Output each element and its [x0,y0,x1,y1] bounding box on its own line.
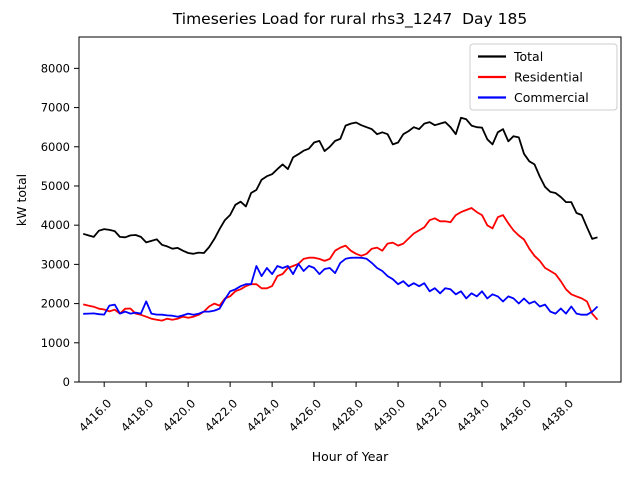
x-tick-label: 4428.0 [328,396,366,434]
x-tick-label: 4416.0 [76,396,114,434]
legend-label-total: Total [513,49,543,64]
y-tick-label: 1000 [41,336,70,350]
x-tick-label: 4418.0 [118,396,156,434]
x-tick-label: 4424.0 [244,396,282,434]
x-tick-label: 4420.0 [160,396,198,434]
y-tick-label: 4000 [41,218,70,232]
x-tick-label: 4434.0 [454,396,492,434]
plot-area: 4416.0 4418.0 4420.0 4422.0 4424.0 4426.0 4428… [41,36,622,435]
chart-title: Timeseries Load for rural rhs3_1247 Day … [172,10,527,29]
axes-frame [78,36,622,383]
y-tick-label: 7000 [41,101,70,115]
y-tick-label: 3000 [41,257,70,271]
x-axis-label: Hour of Year [312,449,389,464]
y-axis-label: kW total [14,174,29,226]
y-tick-label: 5000 [41,179,70,193]
series-line-commercial [83,256,599,318]
y-tick-label: 0 [63,375,70,389]
series-line-residential [82,207,599,322]
x-tick-label: 4430.0 [370,396,408,434]
x-tick-label: 4432.0 [412,396,450,434]
legend-box [469,43,618,111]
x-tick-label: 4426.0 [286,396,324,434]
y-tick-label: 6000 [41,140,70,154]
series-line-total [82,116,598,255]
y-tick-label: 2000 [41,297,70,311]
y-tick-label: 8000 [41,61,70,75]
x-tick-label: 4436.0 [496,396,534,434]
legend-label-commercial: Commercial [514,90,589,105]
legend-label-residential: Residential [514,70,583,85]
x-tick-label: 4422.0 [202,396,240,434]
x-tick-label: 4438.0 [538,396,576,434]
